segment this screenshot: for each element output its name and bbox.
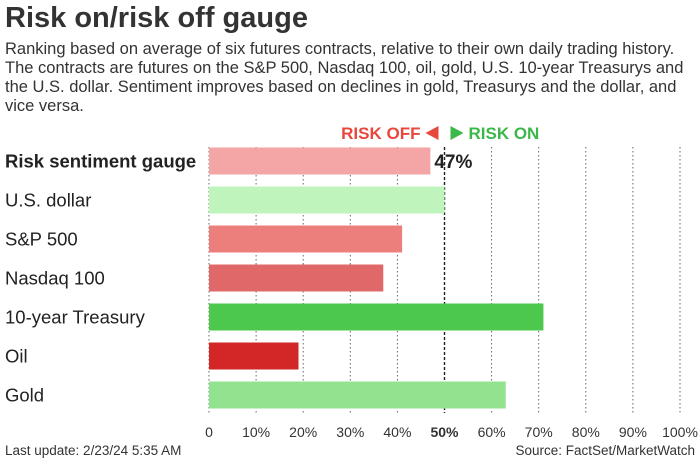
category-label: U.S. dollar: [5, 190, 91, 211]
source-text: Source: FactSet/MarketWatch: [515, 443, 695, 458]
x-tick-label: 0: [205, 424, 213, 440]
x-tick-label: 70%: [525, 424, 553, 440]
bar-risk-sentiment-gauge: [209, 147, 431, 175]
x-tick-label: 60%: [478, 424, 506, 440]
chart-subtitle: Ranking based on average of six futures …: [5, 40, 684, 115]
risk-off-label: RISK OFF: [341, 124, 420, 143]
data-label: 47%: [434, 152, 472, 173]
x-tick-label: 50%: [430, 424, 459, 440]
category-label: 10-year Treasury: [5, 307, 146, 328]
x-tick-label: 40%: [383, 424, 411, 440]
last-update-text: Last update: 2/23/24 5:35 AM: [5, 443, 182, 458]
category-label: Risk sentiment gauge: [5, 151, 196, 172]
bar-gold: [209, 381, 506, 409]
category-label: Oil: [5, 346, 28, 367]
x-tick-label: 100%: [662, 424, 698, 440]
bar-oil: [209, 342, 299, 370]
x-tick-label: 20%: [289, 424, 317, 440]
x-tick-label: 80%: [572, 424, 600, 440]
bar-10-year-treasury: [209, 303, 544, 331]
bar-u-s-dollar: [209, 186, 445, 214]
category-label: Gold: [5, 385, 44, 406]
risk-off-arrow-icon: [425, 126, 439, 140]
risk-on-label: RISK ON: [469, 124, 540, 143]
bar-nasdaq-100: [209, 264, 384, 292]
x-tick-label: 10%: [242, 424, 270, 440]
x-tick-label: 30%: [336, 424, 364, 440]
chart-title: Risk on/risk off gauge: [5, 2, 308, 34]
x-tick-label: 90%: [619, 424, 647, 440]
category-label: S&P 500: [5, 229, 78, 250]
risk-on-arrow-icon: [450, 126, 464, 140]
bar-s-p-500: [209, 225, 403, 253]
category-label: Nasdaq 100: [5, 268, 105, 289]
